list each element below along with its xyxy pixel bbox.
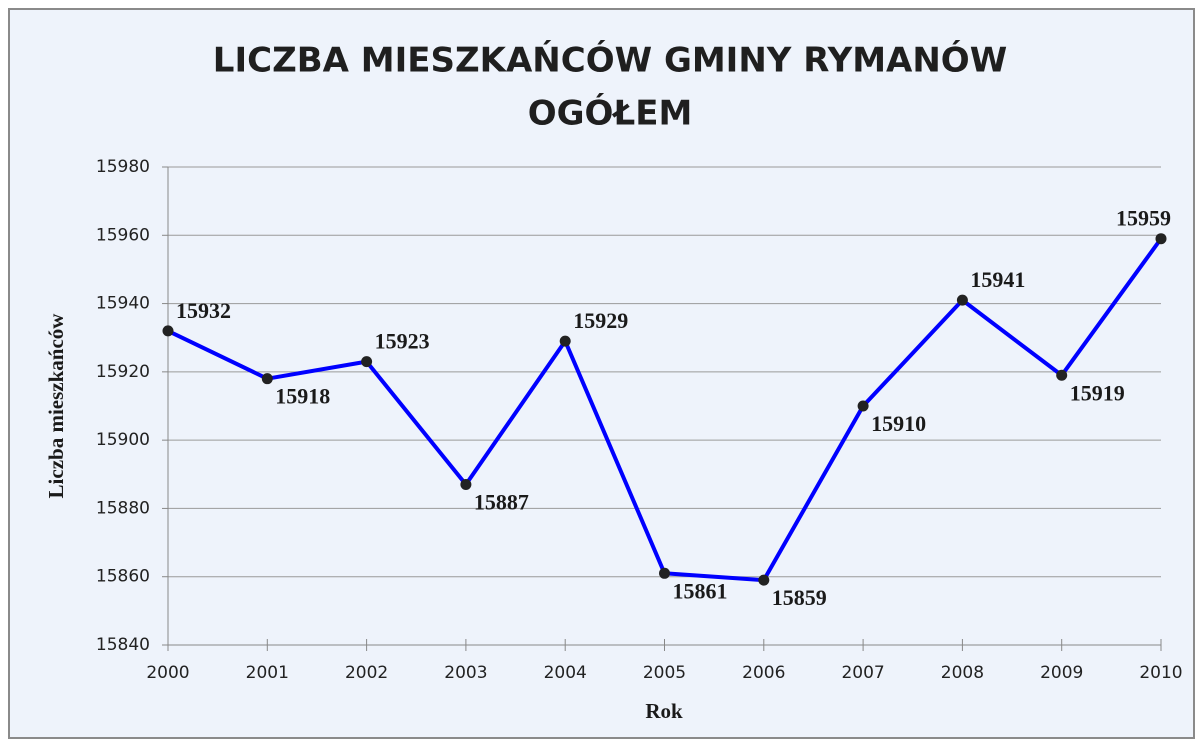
y-tick-label: 15960 — [96, 225, 150, 245]
x-tick-label: 2008 — [941, 663, 984, 683]
x-tick-label: 2004 — [544, 663, 587, 683]
y-tick-label: 15980 — [96, 157, 150, 177]
data-label: 15919 — [1070, 380, 1125, 405]
y-axis-title: Liczba mieszkańców — [44, 313, 68, 499]
y-tick-label: 15860 — [96, 567, 150, 587]
x-tick-label: 2006 — [742, 663, 785, 683]
data-point — [956, 294, 968, 306]
data-point — [460, 479, 472, 491]
x-tick-label: 2007 — [841, 663, 884, 683]
y-tick-label: 15940 — [96, 294, 150, 314]
data-label: 15923 — [375, 329, 430, 354]
data-label: 15918 — [275, 384, 330, 409]
chart-title: LICZBA MIESZKAŃCÓW GMINY RYMANÓW — [213, 40, 1007, 81]
x-tick-label: 2000 — [146, 663, 189, 683]
x-tick-label: 2002 — [345, 663, 388, 683]
data-point — [857, 400, 869, 412]
chart-frame — [8, 8, 1195, 739]
data-point — [559, 335, 571, 347]
x-tick-label: 2009 — [1040, 663, 1083, 683]
y-tick-label: 15920 — [96, 362, 150, 382]
x-tick-label: 2010 — [1139, 663, 1182, 683]
data-label: 15861 — [673, 578, 728, 603]
x-tick-label: 2003 — [444, 663, 487, 683]
data-label: 15859 — [772, 585, 827, 610]
data-label: 15887 — [474, 490, 529, 515]
data-point — [659, 567, 670, 579]
x-axis-title: Rok — [645, 699, 683, 723]
data-label: 15941 — [970, 267, 1025, 292]
y-tick-label: 15840 — [96, 635, 150, 655]
y-tick-label: 15880 — [96, 498, 150, 518]
data-point — [361, 356, 373, 368]
x-tick-label: 2001 — [246, 663, 289, 683]
data-label: 15929 — [573, 308, 628, 333]
x-tick-label: 2005 — [643, 663, 686, 683]
data-point — [162, 325, 174, 337]
y-tick-label: 15900 — [96, 430, 150, 450]
data-point — [758, 574, 770, 586]
data-label: 15959 — [1116, 206, 1171, 231]
data-point — [1155, 233, 1167, 245]
chart-subtitle: OGÓŁEM — [528, 93, 693, 134]
data-label: 15932 — [176, 298, 231, 323]
data-point — [1056, 369, 1068, 381]
data-point — [261, 373, 273, 385]
data-label: 15910 — [871, 411, 926, 436]
